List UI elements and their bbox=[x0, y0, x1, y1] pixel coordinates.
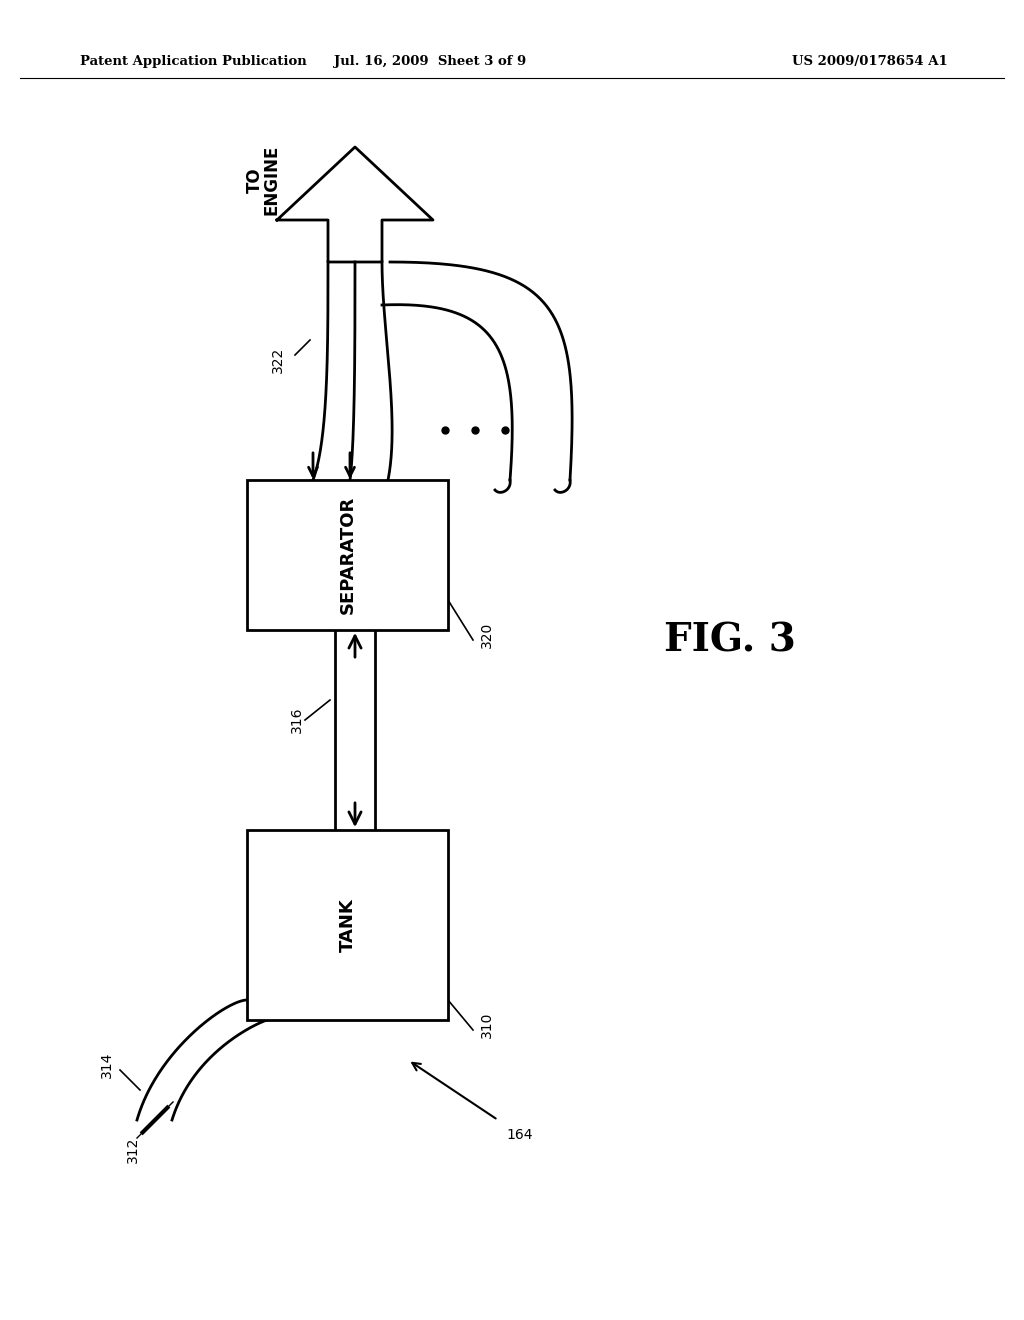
Text: 322: 322 bbox=[271, 347, 285, 374]
Text: Patent Application Publication: Patent Application Publication bbox=[80, 55, 307, 69]
Text: TO: TO bbox=[246, 168, 264, 193]
Bar bbox=[247, 480, 449, 630]
Text: Jul. 16, 2009  Sheet 3 of 9: Jul. 16, 2009 Sheet 3 of 9 bbox=[334, 55, 526, 69]
Text: 320: 320 bbox=[480, 622, 494, 648]
Text: TANK: TANK bbox=[339, 898, 356, 952]
Text: ENGINE: ENGINE bbox=[262, 145, 280, 215]
Text: 314: 314 bbox=[100, 1052, 114, 1078]
Text: 164: 164 bbox=[506, 1129, 532, 1142]
Text: 310: 310 bbox=[480, 1012, 494, 1039]
Text: 312: 312 bbox=[126, 1137, 140, 1163]
Text: 316: 316 bbox=[290, 706, 304, 733]
Text: US 2009/0178654 A1: US 2009/0178654 A1 bbox=[793, 55, 948, 69]
Text: SEPARATOR: SEPARATOR bbox=[339, 496, 356, 614]
Bar bbox=[247, 830, 449, 1020]
Text: FIG. 3: FIG. 3 bbox=[664, 620, 796, 659]
